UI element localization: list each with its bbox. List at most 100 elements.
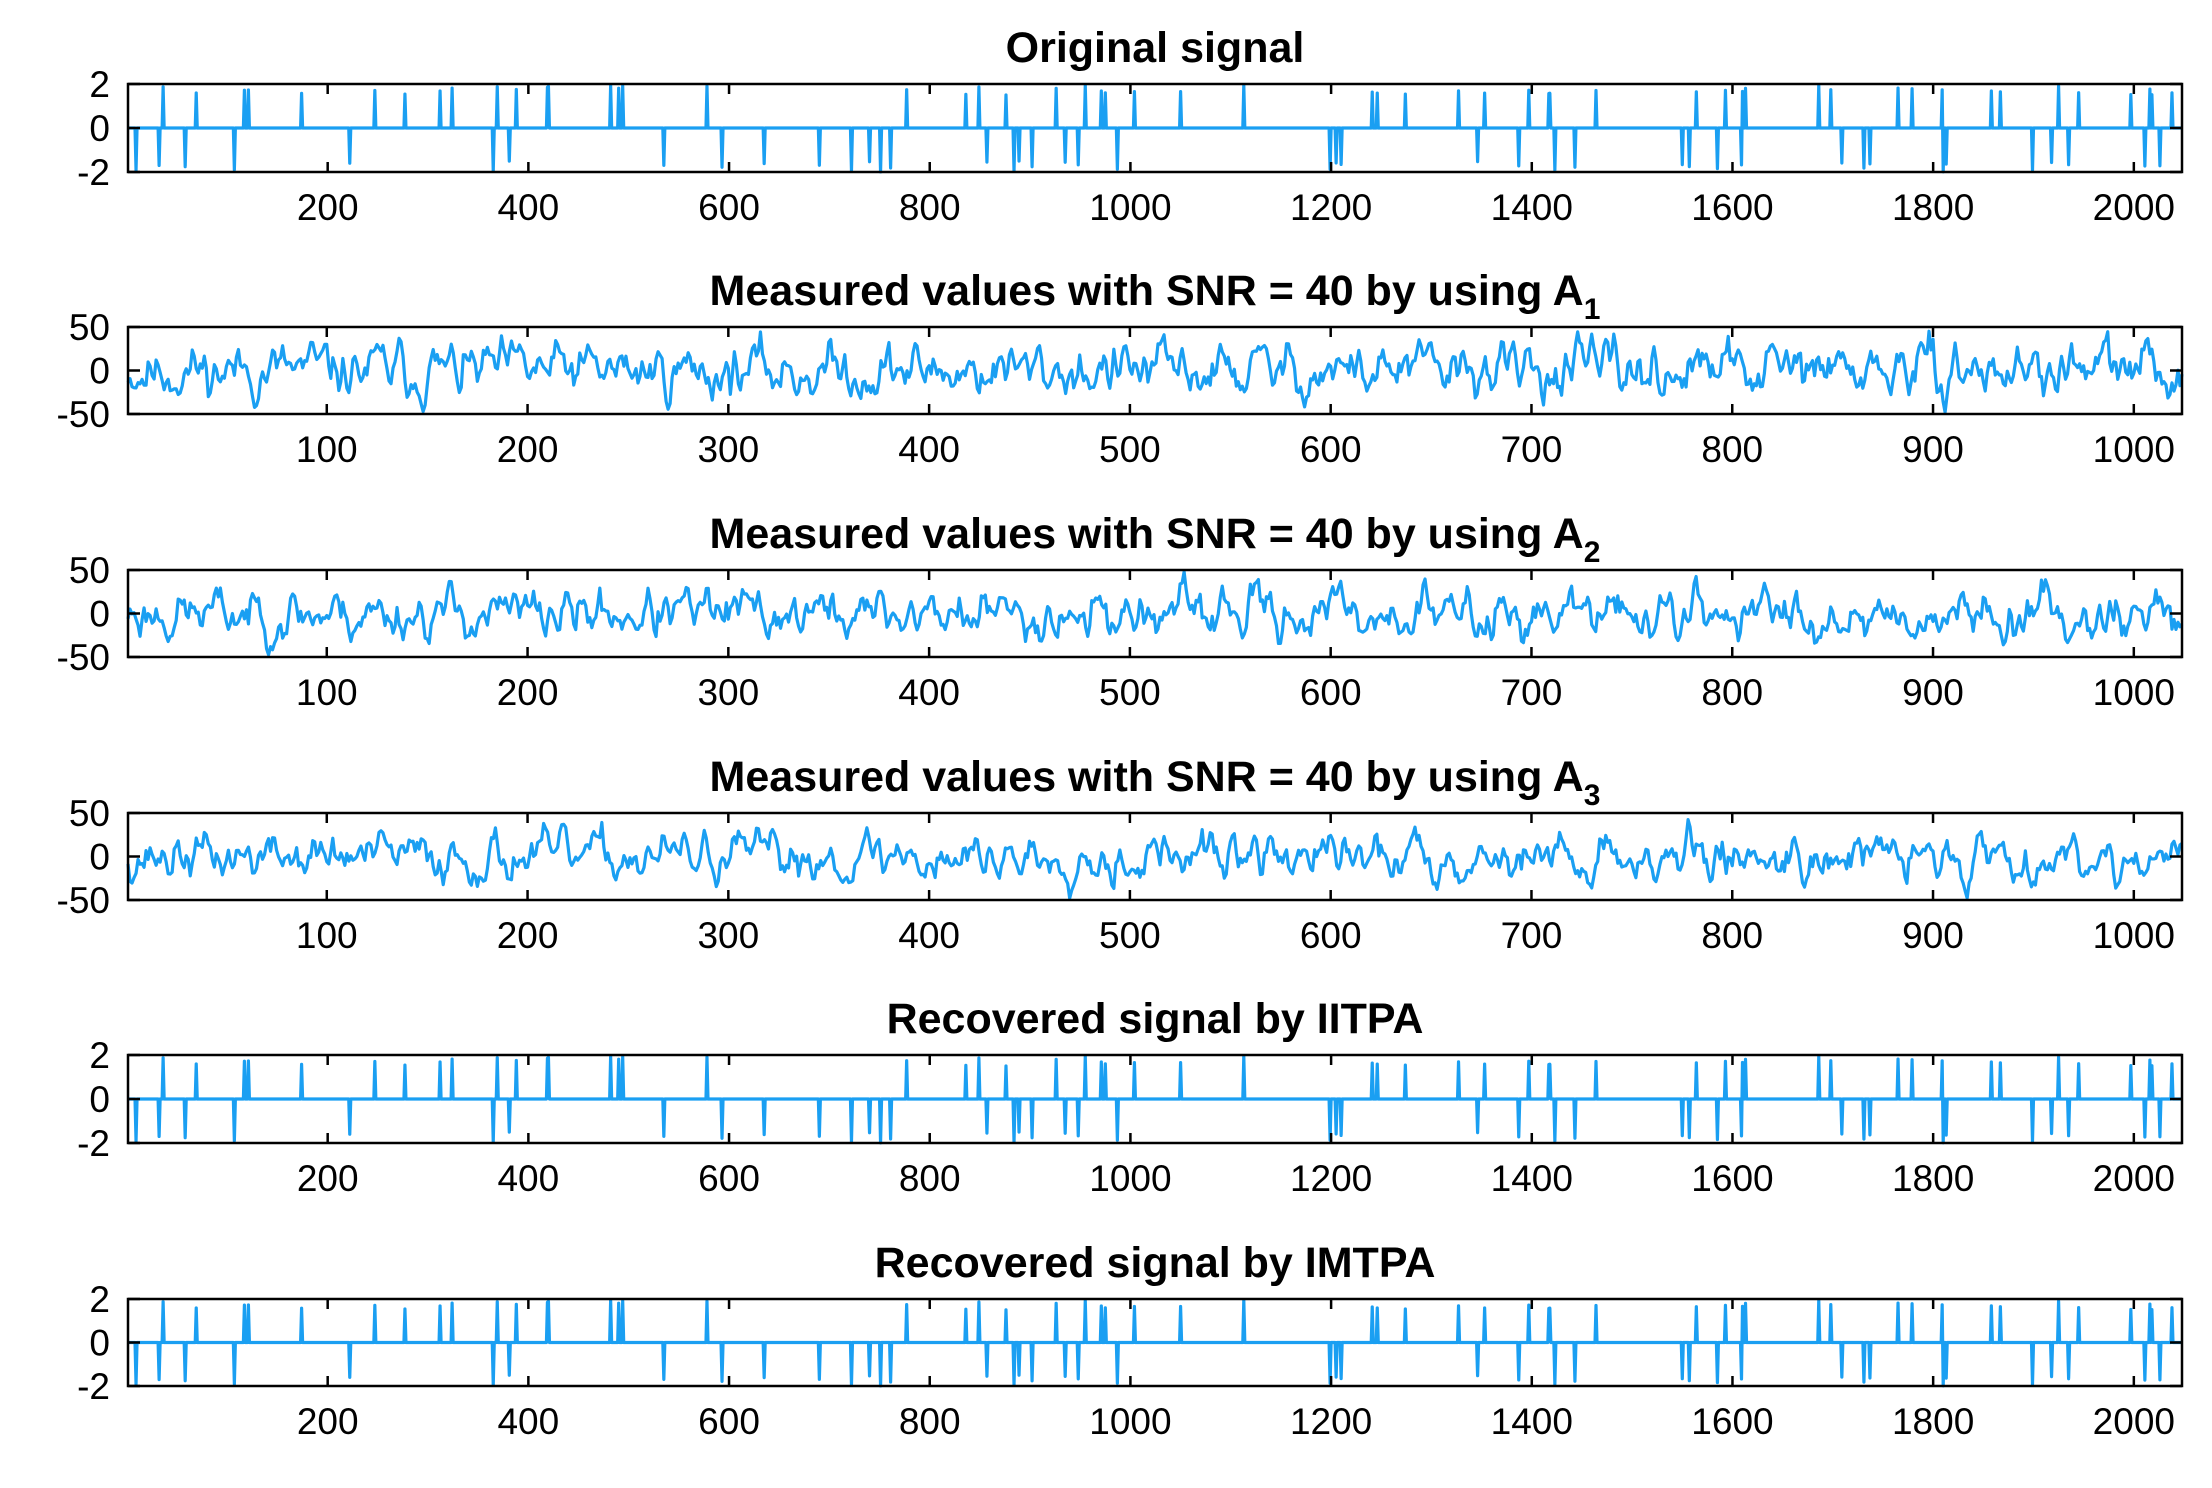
x-tick-label: 1000	[1089, 1158, 1171, 1199]
x-tick-label: 400	[898, 429, 960, 470]
x-tick-label: 1000	[1089, 1401, 1171, 1442]
x-tick-label: 200	[497, 429, 559, 470]
x-tick-label: 400	[497, 187, 559, 228]
x-tick-label: 200	[497, 672, 559, 713]
x-tick-label: 1800	[1892, 187, 1974, 228]
x-tick-label: 600	[698, 1158, 760, 1199]
x-tick-label: 1600	[1691, 1401, 1773, 1442]
x-tick-label: 500	[1099, 672, 1161, 713]
subplot-title: Measured values with SNR = 40 by using A…	[710, 510, 1601, 569]
x-tick-label: 300	[697, 429, 759, 470]
x-tick-label: 800	[899, 1158, 961, 1199]
x-tick-label: 1400	[1491, 187, 1573, 228]
x-tick-label: 700	[1501, 672, 1563, 713]
y-tick-label: 2	[89, 64, 110, 105]
x-tick-label: 200	[297, 1401, 359, 1442]
x-tick-label: 800	[1701, 915, 1763, 956]
series-line	[126, 818, 2183, 900]
subplot-title: Measured values with SNR = 40 by using A…	[710, 753, 1601, 812]
x-tick-label: 900	[1902, 429, 1964, 470]
x-tick-label: 1600	[1691, 187, 1773, 228]
subplot-title-subscript: 3	[1584, 779, 1601, 812]
subplot-title: Recovered signal by IITPA	[887, 995, 1424, 1043]
y-tick-label: -50	[57, 394, 110, 435]
x-tick-label: 100	[296, 915, 358, 956]
x-tick-label: 2000	[2093, 1158, 2175, 1199]
y-tick-label: -2	[77, 1123, 110, 1164]
x-tick-label: 400	[898, 672, 960, 713]
subplot-recovered-iitpa: Recovered signal by IITPA 200 400 600 800 100…	[77, 995, 2184, 1199]
x-tick-label: 1600	[1691, 1158, 1773, 1199]
subplot-title-text: Recovered signal by IMTPA	[875, 1239, 1436, 1287]
x-tick-label: 1800	[1892, 1158, 1974, 1199]
y-tick-label: -2	[77, 152, 110, 193]
x-tick-label: 1400	[1491, 1158, 1573, 1199]
x-tick-label: 900	[1902, 672, 1964, 713]
subplot-measured-a2: Measured values with SNR = 40 by using A…	[57, 510, 2184, 713]
x-tick-label: 200	[297, 1158, 359, 1199]
x-tick-label: 1800	[1892, 1401, 1974, 1442]
x-tick-label: 500	[1099, 915, 1161, 956]
x-tick-label: 200	[497, 915, 559, 956]
y-tick-label: 2	[89, 1035, 110, 1076]
x-tick-label: 500	[1099, 429, 1161, 470]
x-tick-label: 300	[697, 672, 759, 713]
y-tick-label: 0	[89, 594, 110, 635]
x-tick-label: 1200	[1290, 1401, 1372, 1442]
x-tick-label: 600	[1300, 915, 1362, 956]
series-line	[127, 83, 2183, 174]
x-tick-label: 1200	[1290, 1158, 1372, 1199]
subplot-title-text: Measured values with SNR = 40 by using A	[710, 510, 1584, 558]
series-line	[126, 570, 2184, 657]
x-tick-label: 1000	[2093, 915, 2175, 956]
x-tick-label: 1200	[1290, 187, 1372, 228]
series-line	[127, 1054, 2183, 1145]
series-line	[127, 1298, 2183, 1388]
x-tick-label: 100	[296, 672, 358, 713]
subplot-title: Measured values with SNR = 40 by using A…	[710, 267, 1601, 326]
subplot-title-text: Original signal	[1006, 24, 1305, 72]
x-tick-label: 2000	[2093, 1401, 2175, 1442]
x-tick-label: 100	[296, 429, 358, 470]
x-tick-label: 300	[697, 915, 759, 956]
x-tick-label: 1000	[2093, 429, 2175, 470]
subplot-title-text: Recovered signal by IITPA	[887, 995, 1424, 1043]
y-tick-label: 0	[89, 108, 110, 149]
x-tick-label: 800	[899, 187, 961, 228]
x-tick-label: 1000	[2093, 672, 2175, 713]
subplot-measured-a1: Measured values with SNR = 40 by using A…	[57, 267, 2184, 470]
y-tick-label: 50	[69, 307, 110, 348]
x-tick-label: 400	[898, 915, 960, 956]
y-tick-label: -50	[57, 880, 110, 921]
axes-box	[126, 325, 2184, 416]
axes-box	[126, 811, 2184, 902]
y-tick-label: 0	[89, 1079, 110, 1120]
subplot-recovered-imtpa: Recovered signal by IMTPA 200 400 600 800 100…	[77, 1239, 2184, 1442]
x-tick-label: 400	[497, 1158, 559, 1199]
y-tick-label: 0	[89, 351, 110, 392]
x-tick-label: 2000	[2093, 187, 2175, 228]
y-tick-label: 50	[69, 550, 110, 591]
y-tick-label: -50	[57, 637, 110, 678]
subplot-original: Original signal 200 400 600 800 1000 1200 1400 1…	[77, 24, 2184, 228]
x-tick-label: 700	[1501, 429, 1563, 470]
subplot-title-text: Measured values with SNR = 40 by using A	[710, 753, 1584, 801]
x-tick-label: 900	[1902, 915, 1964, 956]
x-tick-label: 600	[698, 1401, 760, 1442]
x-tick-label: 400	[497, 1401, 559, 1442]
x-tick-label: 1000	[1089, 187, 1171, 228]
x-tick-label: 200	[297, 187, 359, 228]
x-tick-label: 600	[1300, 429, 1362, 470]
y-tick-label: 50	[69, 793, 110, 834]
subplot-title: Recovered signal by IMTPA	[875, 1239, 1436, 1287]
x-tick-label: 700	[1501, 915, 1563, 956]
subplot-title-subscript: 2	[1584, 536, 1601, 569]
x-tick-label: 1400	[1491, 1401, 1573, 1442]
subplot-title-subscript: 1	[1584, 293, 1601, 326]
y-tick-label: 0	[89, 837, 110, 878]
x-tick-label: 800	[1701, 429, 1763, 470]
y-tick-label: -2	[77, 1366, 110, 1407]
y-tick-label: 0	[89, 1323, 110, 1364]
x-tick-label: 600	[1300, 672, 1362, 713]
